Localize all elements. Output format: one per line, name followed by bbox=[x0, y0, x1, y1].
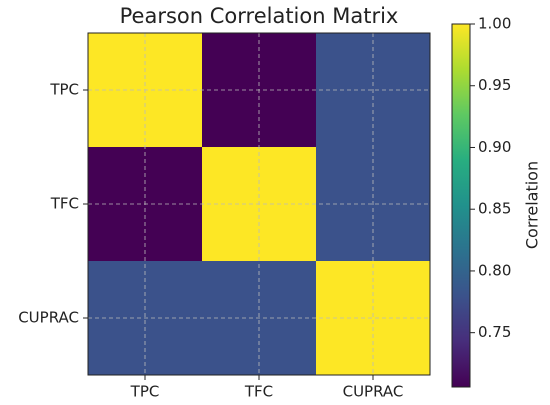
colorbar bbox=[451, 23, 471, 388]
colorbar-tick-label: 1.00 bbox=[478, 15, 511, 33]
y-tick-label: TPC bbox=[49, 81, 79, 99]
plot-frame bbox=[87, 32, 431, 376]
colorbar-tick-label: 0.95 bbox=[478, 76, 511, 94]
colorbar-tick-label: 0.75 bbox=[478, 323, 511, 341]
x-tick-label: CUPRAC bbox=[343, 383, 404, 401]
colorbar-tick-label: 0.90 bbox=[478, 138, 511, 156]
y-tick-label: TFC bbox=[50, 195, 79, 213]
x-tick-label: TPC bbox=[130, 383, 160, 401]
colorbar-label: Correlation bbox=[523, 161, 542, 249]
chart-title: Pearson Correlation Matrix bbox=[120, 4, 399, 28]
y-tick-label: CUPRAC bbox=[18, 309, 79, 327]
colorbar-tick-label: 0.85 bbox=[478, 200, 511, 218]
colorbar-tick-label: 0.80 bbox=[478, 261, 511, 279]
x-tick-label: TFC bbox=[244, 383, 273, 401]
